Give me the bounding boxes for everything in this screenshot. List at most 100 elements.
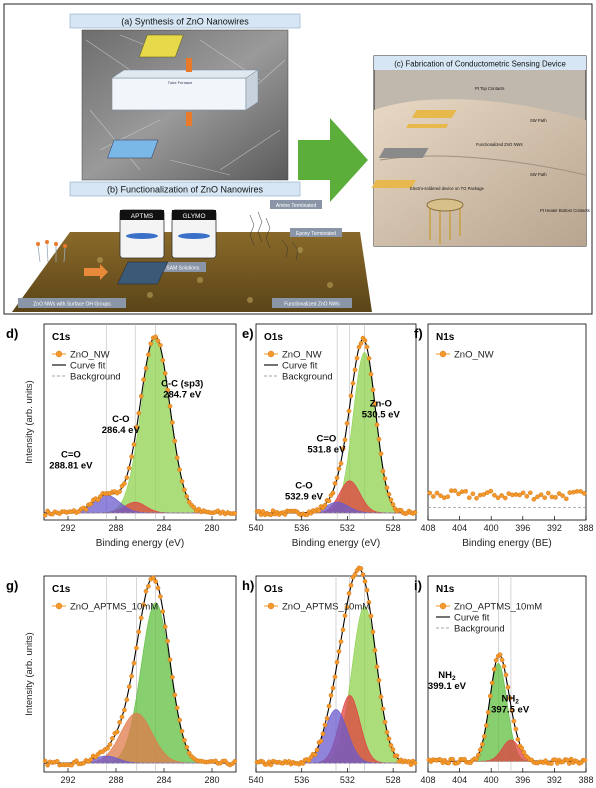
data-point [326, 498, 332, 504]
data-point [126, 684, 132, 690]
data-point [568, 756, 574, 762]
data-point [88, 757, 94, 762]
data-point [300, 761, 306, 766]
data-point [186, 499, 192, 505]
data-point [346, 591, 352, 596]
data-point [360, 572, 366, 577]
panel-label: g) [6, 578, 18, 593]
legend-label: Curve fit [70, 361, 106, 372]
data-point [477, 747, 483, 753]
data-point [408, 762, 414, 768]
data-point [340, 446, 346, 452]
panel-title: N1s [436, 332, 455, 343]
dipping-label: Dipping in SAM Solutions [143, 266, 200, 272]
data-point [546, 490, 551, 496]
annotation-value: 531.8 eV [307, 445, 346, 456]
data-point [312, 752, 318, 757]
annotation-value: 399.1 eV [428, 681, 467, 692]
data-point [153, 334, 158, 340]
data-point [378, 451, 384, 456]
data-point [374, 422, 380, 428]
c-label-2: Functionalized ZnO NWs [476, 142, 523, 147]
data-point [507, 695, 513, 701]
data-point [495, 495, 501, 501]
data-point [470, 491, 476, 497]
data-point [334, 475, 340, 481]
data-point [352, 572, 358, 577]
data-point [497, 652, 503, 658]
data-point [340, 627, 346, 633]
data-point [141, 377, 146, 382]
data-point [177, 467, 182, 472]
annotation-value: 284.7 eV [163, 390, 202, 401]
data-point [136, 410, 142, 416]
data-point [348, 583, 354, 588]
data-point [446, 760, 452, 766]
data-point [320, 731, 326, 737]
data-point [131, 660, 137, 666]
data-point [167, 403, 173, 409]
data-point [528, 490, 533, 496]
data-point [182, 487, 187, 493]
data-point [328, 693, 334, 698]
annotation-name: C=O [61, 449, 81, 460]
data-point [382, 719, 388, 725]
data-point [578, 489, 583, 494]
data-point [366, 599, 372, 605]
data-point [511, 718, 517, 724]
data-point [366, 356, 372, 361]
y-axis-label: Intensity (arb. units) [24, 632, 35, 715]
data-point [491, 666, 497, 672]
data-point [165, 387, 170, 393]
legend-label: Curve fit [454, 613, 490, 624]
data-point [489, 680, 495, 686]
data-point [466, 495, 472, 500]
data-point [390, 747, 396, 752]
data-point [358, 566, 364, 571]
legend-label: ZnO_APTMS_10mM [454, 602, 542, 613]
data-point [493, 657, 499, 663]
data-point [165, 638, 170, 644]
x-tick-label: 292 [60, 523, 75, 533]
data-point [126, 465, 132, 471]
panel-title: O1s [264, 332, 283, 343]
epoxy-label: Epoxy Terminated [296, 231, 336, 237]
data-point [122, 481, 127, 486]
c-label-4: Electro-soldered device on TO Package [410, 186, 485, 191]
jar2-label: GLYMO [183, 213, 206, 220]
data-point [368, 613, 374, 619]
x-tick-label: 528 [386, 523, 401, 533]
data-point [342, 437, 348, 443]
data-point [98, 494, 103, 499]
x-axis-label: Binding energy (BE) [462, 538, 552, 549]
data-point [412, 509, 418, 515]
x-tick-label: 536 [294, 775, 309, 785]
chart-g: 292 288 284 280 g) C1s ZnO_APTMS_10mM Intensity… [6, 575, 238, 785]
x-tick-label: 280 [204, 775, 219, 785]
legend-marker [55, 350, 63, 358]
data-point [191, 505, 197, 510]
schematic-figure: (a) Synthesis of ZnO Nanowires Tube Furn… [3, 3, 593, 315]
data-point [376, 436, 382, 442]
x-tick-label: 404 [452, 775, 467, 785]
data-point [174, 455, 180, 460]
panel-b-functionalization: (b) Functionalization of ZnO Nanowires A… [12, 181, 372, 312]
data-point [143, 588, 149, 594]
data-point [318, 738, 324, 744]
data-point [517, 492, 522, 498]
data-point [492, 492, 497, 498]
data-point [114, 729, 120, 735]
data-point [556, 491, 562, 496]
data-point [364, 587, 370, 593]
data-point [316, 508, 322, 513]
data-point [348, 393, 354, 399]
legend-label: Background [282, 372, 333, 383]
x-tick-label: 284 [156, 523, 171, 533]
data-point [524, 493, 530, 499]
data-point [390, 502, 396, 507]
data-point [374, 664, 380, 670]
data-point [332, 481, 338, 486]
data-point [356, 344, 362, 350]
data-point [450, 756, 456, 762]
